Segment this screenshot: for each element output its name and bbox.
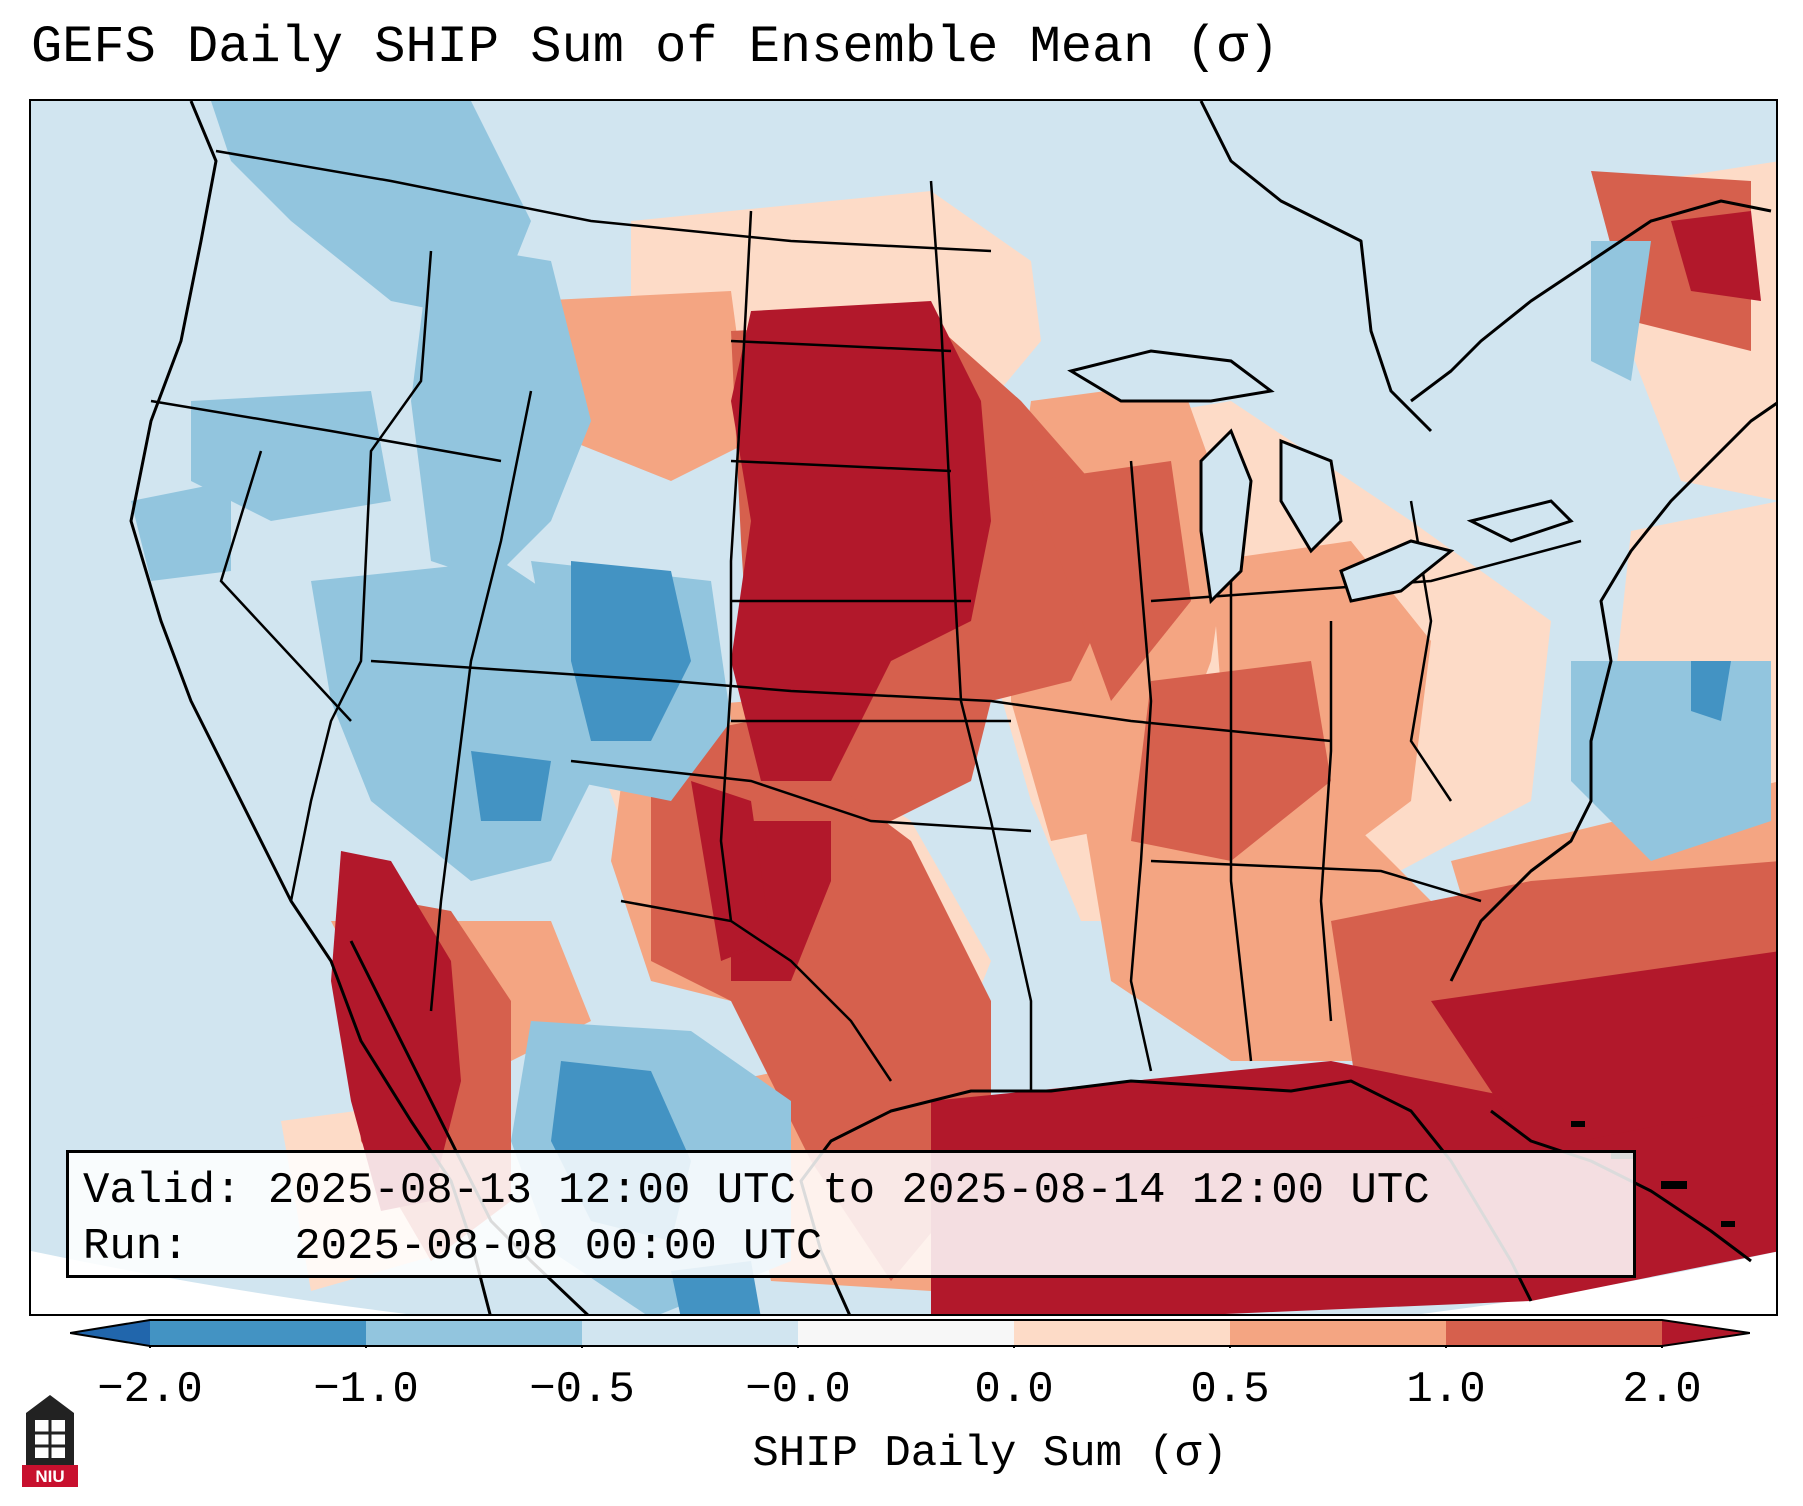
colorbar-bin-4 [798,1320,1014,1346]
sd-ne-line [730,459,952,473]
colorbar-extend-low [70,1320,150,1346]
colorbar-tick-label: 0.5 [1190,1365,1270,1415]
run-value: 2025-08-08 00:00 UTC [294,1222,823,1272]
colorbar-tick-label: 2.0 [1622,1365,1702,1415]
colorbar-tick-label: −1.0 [313,1365,419,1415]
colorbar [70,1319,1750,1348]
ca-nv-line [219,450,352,722]
map-title: GEFS Daily SHIP Sum of Ensemble Mean (σ) [31,18,1280,77]
colorbar-bin-1 [150,1320,366,1346]
st-lawrence-coast [1410,199,1772,403]
tx-ok-line [570,759,1032,833]
id-nv-az-line [289,250,433,902]
lake-erie [1339,539,1455,603]
niu-tower-logo-icon: NIU [22,1395,78,1487]
colorbar-bin-2 [366,1320,582,1346]
colorbar-tick-label: 1.0 [1406,1365,1486,1415]
oh-wv-line [1319,621,1333,1022]
coastlines-and-borders [129,101,1776,1314]
southern-latitude-line [370,659,1332,743]
ship-anomaly-map [31,101,1776,1314]
valid-value: 2025-08-13 12:00 UTC to 2025-08-14 12:00… [267,1166,1430,1216]
colorbar-tick-label: 0.0 [974,1365,1054,1415]
great-lakes [1067,349,1574,605]
lake-superior [1067,349,1275,403]
ut-co-nm-west-line [429,390,533,1012]
ohio-river-line [1150,539,1582,603]
hudson-bay-coast [1199,101,1433,433]
run-label: Run: [83,1222,189,1272]
colorbar-bin-3 [582,1320,798,1346]
valid-time-info-box: Valid: 2025-08-13 12:00 UTC to 2025-08-1… [66,1150,1636,1278]
colorbar-tick-label: −2.0 [97,1365,203,1415]
colorbar-tick-marks [149,1346,1663,1348]
lake-michigan [1199,428,1253,605]
map-panel [29,99,1778,1316]
lake-ontario [1466,499,1574,543]
or-id-northern-line [150,399,502,463]
state-boundaries [150,149,1582,1091]
colorbar-bin-7 [1446,1320,1662,1346]
colorbar-bin-6 [1230,1320,1446,1346]
tn-ms-line [1150,859,1482,903]
logo-text: NIU [35,1467,64,1486]
us-canada-border [215,149,992,253]
nd-sd-line [730,339,952,353]
lake-huron [1279,438,1343,554]
colorbar-tick-label: −0.5 [529,1365,635,1415]
plains-west-line [719,210,753,922]
run-row: Run: 2025-08-08 00:00 UTC [83,1219,1619,1275]
colorbar-extend-high [1662,1320,1750,1346]
colorbar-bin-5 [1014,1320,1230,1346]
tx-west-line [620,899,893,1082]
in-oh-line [1229,561,1253,1062]
valid-label: Valid: [83,1166,242,1216]
colorbar-label: SHIP Daily Sum (σ) [752,1429,1228,1479]
colorbar-tick-label: −0.0 [745,1365,851,1415]
mississippi-line [1129,460,1153,1072]
pacific-coastline [129,101,492,1314]
atlantic-coast [1449,401,1776,982]
valid-row: Valid: 2025-08-13 12:00 UTC to 2025-08-1… [83,1163,1619,1219]
plains-east-line [929,180,1033,1091]
